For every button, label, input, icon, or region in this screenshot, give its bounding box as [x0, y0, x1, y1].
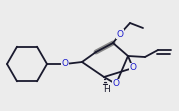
Text: O: O [62, 59, 69, 68]
Text: O: O [129, 63, 137, 72]
Text: H: H [103, 85, 109, 94]
Text: O: O [117, 30, 124, 39]
Text: O: O [112, 79, 120, 88]
